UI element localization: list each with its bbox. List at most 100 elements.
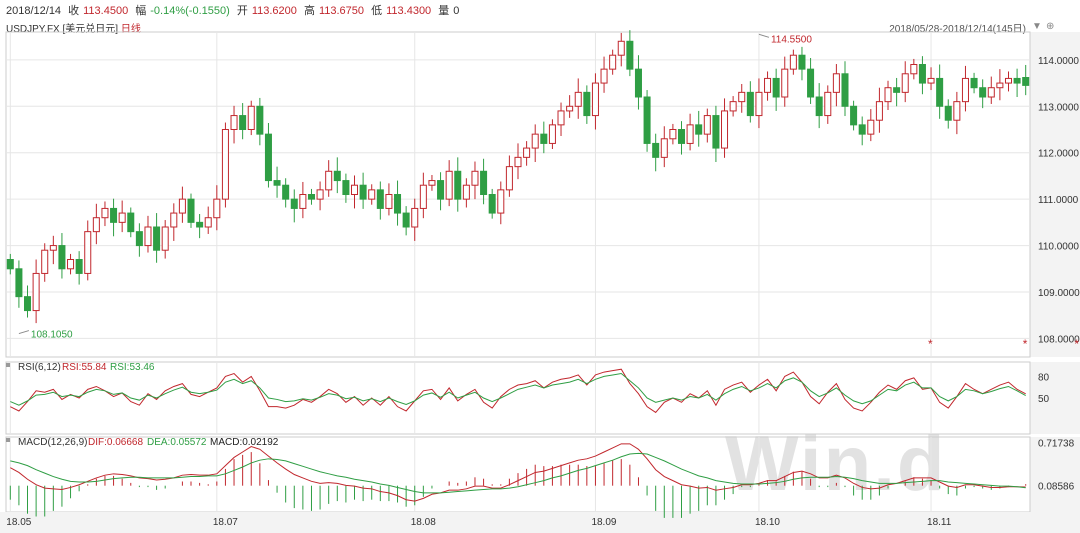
change-label: 幅 xyxy=(135,5,147,17)
annotation-label: 108.1050 xyxy=(31,330,73,341)
candle-body xyxy=(316,189,324,200)
candle-body xyxy=(454,170,462,200)
candle-body xyxy=(858,124,866,135)
candle-body xyxy=(350,184,359,195)
x-tick-label: 18.05 xyxy=(6,517,31,528)
candle-body xyxy=(970,77,978,89)
candle-body xyxy=(342,180,350,195)
y-axis-bg-2 xyxy=(1030,437,1080,512)
candle-body xyxy=(32,272,40,312)
event-marker: * xyxy=(1074,337,1079,351)
candle-body xyxy=(1022,77,1030,86)
x-tick-label: 18.10 xyxy=(755,517,780,528)
candle-body xyxy=(135,231,143,247)
symbol-code: USDJPY.FX xyxy=(6,24,60,35)
macd-tick-label: 0.08586 xyxy=(1038,482,1075,493)
candle-body xyxy=(187,198,195,223)
candle-body xyxy=(101,207,109,219)
y-axis-bg-1 xyxy=(1030,362,1080,434)
dropdown-icon[interactable]: ▼ xyxy=(1032,21,1042,32)
candle-body xyxy=(256,105,264,135)
candle-body xyxy=(781,68,789,98)
candle-body xyxy=(462,184,470,200)
x-tick-label: 18.07 xyxy=(213,517,238,528)
candle-body xyxy=(712,115,720,149)
candle-body xyxy=(961,77,969,103)
candle-body xyxy=(634,68,642,98)
candle-body xyxy=(944,105,952,121)
candle-body xyxy=(239,115,247,130)
price-tick-label: 110.0000 xyxy=(1038,242,1079,253)
candle-body xyxy=(170,212,178,228)
candle-body xyxy=(290,198,298,209)
candle-body xyxy=(850,105,858,126)
candle-body xyxy=(626,40,634,70)
candle-body xyxy=(996,82,1004,89)
annotation-leader xyxy=(18,330,30,335)
candle-body xyxy=(299,194,307,209)
rsi-line xyxy=(10,368,1026,414)
candle-body xyxy=(566,105,574,112)
candle-body xyxy=(127,212,135,233)
macd-title: MACD(12,26,9) xyxy=(18,437,87,448)
candle-body xyxy=(58,245,66,270)
candle-body xyxy=(196,221,204,228)
candle-body xyxy=(118,212,126,223)
price-tick-label: 111.0000 xyxy=(1038,195,1079,206)
candle-body xyxy=(548,124,556,144)
candle-body xyxy=(807,68,815,98)
candle-body xyxy=(772,77,780,98)
price-tick-label: 114.0000 xyxy=(1038,56,1079,67)
candle-body xyxy=(1004,77,1012,84)
pane-border-0 xyxy=(5,31,1031,358)
macd-line xyxy=(10,452,1026,494)
candle-body xyxy=(445,170,453,200)
rsi-title: RSI(6,12) xyxy=(18,362,61,373)
symbol-name: [美元兑日元] xyxy=(62,24,119,35)
high-label: 高 xyxy=(303,5,315,17)
candle-body xyxy=(910,64,918,75)
open-label: 开 xyxy=(236,5,248,17)
date-range-text[interactable]: 2018/05/28-2018/12/14(145日) xyxy=(889,24,1026,35)
candle-body xyxy=(437,180,445,200)
rsi-value-1: RSI:55.84 xyxy=(62,362,107,373)
candle-body xyxy=(247,105,255,130)
candle-body xyxy=(84,231,92,274)
candle-body xyxy=(505,166,513,191)
candle-body xyxy=(686,124,694,144)
close-label: 收 xyxy=(68,5,80,17)
candle-body xyxy=(884,87,892,103)
candle-body xyxy=(729,101,737,112)
macd-dea-label: DEA:0.05572 xyxy=(147,437,207,448)
candle-body xyxy=(660,138,668,158)
quote-date: 2018/12/14 xyxy=(6,5,62,17)
candle-body xyxy=(75,259,83,274)
candle-body xyxy=(918,64,926,84)
low-label: 低 xyxy=(371,5,383,17)
macd-tick-label: 0.71738 xyxy=(1038,439,1075,450)
candle-body xyxy=(677,129,686,144)
rsi-line xyxy=(10,372,1026,406)
volume-label: 量 xyxy=(438,5,450,17)
price-tick-label: 112.0000 xyxy=(1038,149,1079,160)
x-tick-label: 18.11 xyxy=(927,517,952,528)
price-tick-label: 108.0000 xyxy=(1038,334,1080,345)
rsi-tick-label: 50 xyxy=(1038,394,1050,405)
candle-body xyxy=(368,189,376,200)
rsi-tick-label: 80 xyxy=(1038,372,1050,383)
candle-body xyxy=(875,101,883,121)
price-tick-label: 109.0000 xyxy=(1038,288,1080,299)
candle-body xyxy=(574,91,582,107)
change-value: -0.14%(-0.1550) xyxy=(150,5,230,17)
zoom-icon[interactable]: ⊕ xyxy=(1046,21,1055,32)
low-value: 113.4300 xyxy=(386,5,432,17)
candle-body xyxy=(540,133,548,144)
candle-body xyxy=(798,54,806,70)
candle-body xyxy=(204,217,212,228)
candle-body xyxy=(92,217,100,233)
candle-body xyxy=(936,77,944,107)
candle-body xyxy=(609,54,617,70)
symbol-line: USDJPY.FX [美元兑日元] 日线 xyxy=(6,20,141,35)
event-marker: * xyxy=(1023,337,1028,351)
